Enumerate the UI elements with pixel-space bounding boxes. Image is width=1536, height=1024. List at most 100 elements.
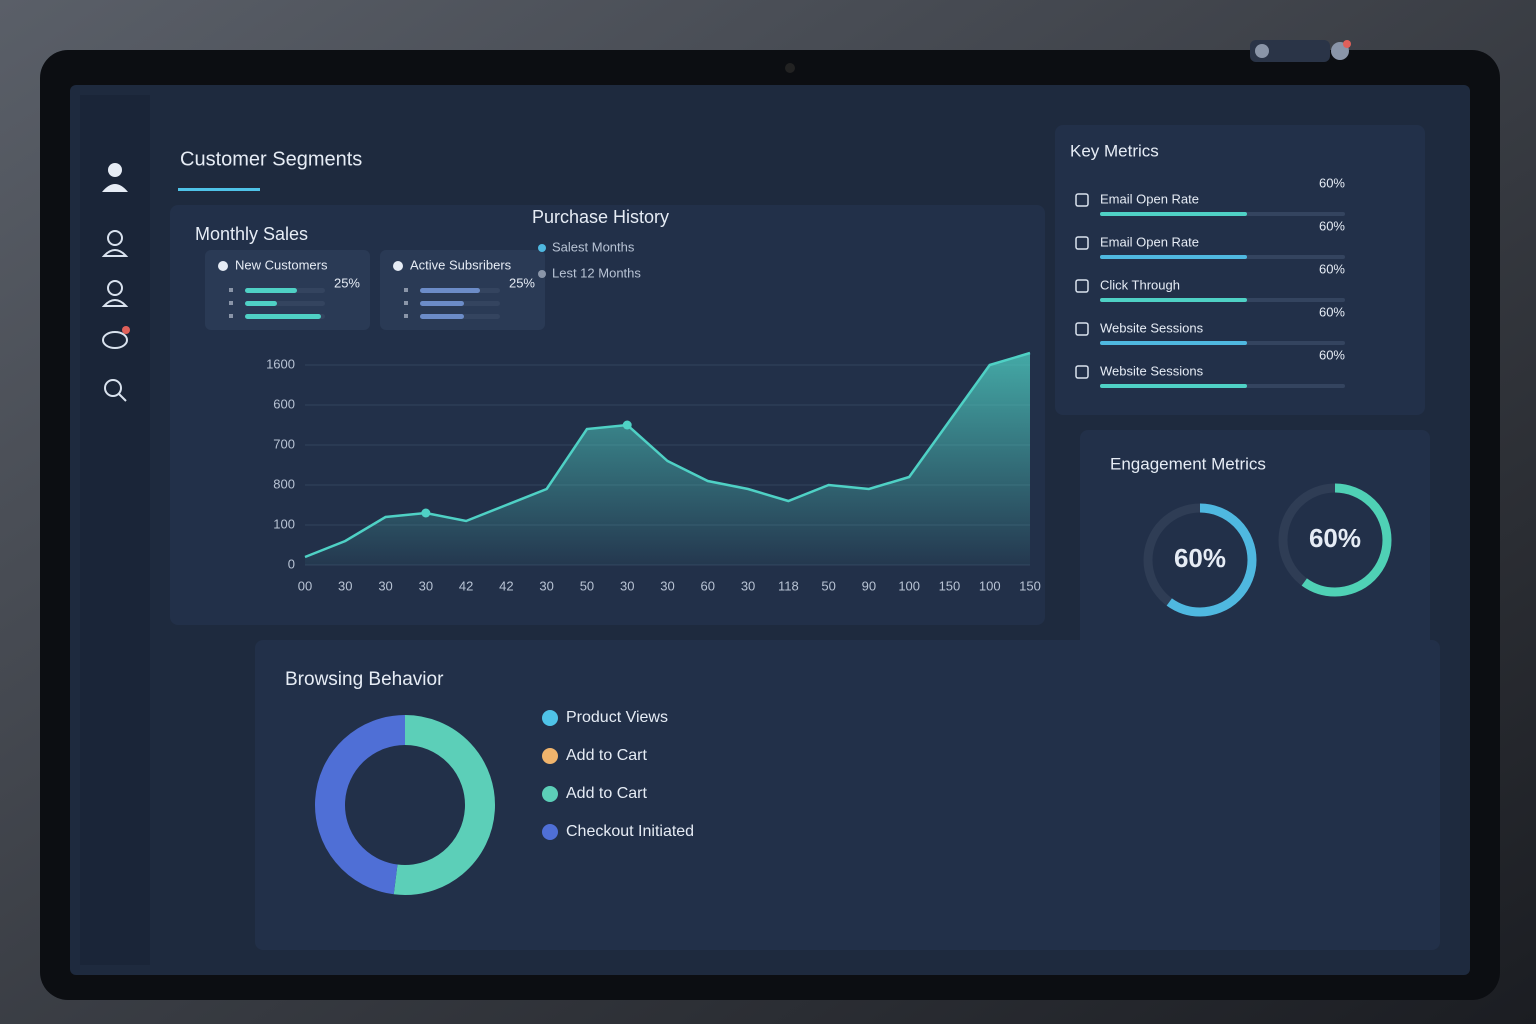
icon-account-body xyxy=(101,299,129,307)
highlight-point xyxy=(622,420,632,430)
panel-title: Engagement Metrics xyxy=(1110,454,1266,473)
metric-icon xyxy=(1075,279,1089,293)
metric-label: Email Open Rate xyxy=(1100,234,1199,249)
metric-icon xyxy=(1075,365,1089,379)
y-tick-label: 0 xyxy=(288,556,295,571)
legend-swatch xyxy=(542,710,558,726)
legend-label: Add to Cart xyxy=(566,785,647,802)
legend-label: Add to Cart xyxy=(566,747,647,764)
ring-label: 60% xyxy=(1174,543,1226,573)
metric-label: Website Sessions xyxy=(1100,363,1204,378)
bar-bullet xyxy=(229,314,233,318)
legend-swatch xyxy=(538,270,546,278)
bar-bullet xyxy=(404,301,408,305)
mini-card-label: New Customers xyxy=(235,257,328,272)
legend-swatch xyxy=(538,244,546,252)
progress-bar xyxy=(245,301,277,306)
panel-title: Key Metrics xyxy=(1070,141,1159,160)
area-fill xyxy=(305,353,1030,565)
metric-value: 60% xyxy=(1319,261,1345,276)
x-tick-label: 30 xyxy=(419,578,433,593)
y-tick-label: 700 xyxy=(273,436,295,451)
progress-bar xyxy=(420,301,464,306)
mini-card-value: 25% xyxy=(334,275,360,290)
metric-bar xyxy=(1100,341,1247,345)
highlight-point xyxy=(421,508,431,518)
donut-slice xyxy=(315,715,406,895)
y-tick-label: 1600 xyxy=(266,356,295,371)
user-chip[interactable] xyxy=(1250,40,1330,62)
mini-card-icon xyxy=(218,261,228,271)
x-tick-label: 30 xyxy=(338,578,352,593)
sidebar xyxy=(80,95,150,965)
x-tick-label: 100 xyxy=(979,578,1001,593)
legend-swatch xyxy=(542,786,558,802)
metric-bar xyxy=(1100,212,1247,216)
legend-swatch xyxy=(542,748,558,764)
chart-title: Purchase History xyxy=(532,207,669,227)
ring-label: 60% xyxy=(1309,523,1361,553)
icon-search-handle xyxy=(118,393,127,402)
y-tick-label: 800 xyxy=(273,476,295,491)
ring-arc xyxy=(1278,483,1392,597)
icon-users xyxy=(108,163,122,177)
mini-card-label: Active Subsribers xyxy=(410,257,512,272)
icon-account[interactable] xyxy=(107,280,123,296)
progress-bar xyxy=(420,314,464,319)
legend-label: Salest Months xyxy=(552,239,635,254)
sidebar-icons xyxy=(101,163,130,402)
x-tick-label: 42 xyxy=(459,578,473,593)
panel-title: Browsing Behavior xyxy=(285,669,444,690)
legend-label: Checkout Initiated xyxy=(566,823,694,840)
metric-icon xyxy=(1075,236,1089,250)
x-tick-label: 90 xyxy=(862,578,876,593)
x-tick-label: 60 xyxy=(701,578,715,593)
metric-value: 60% xyxy=(1319,347,1345,362)
bar-bullet xyxy=(229,288,233,292)
metric-label: Click Through xyxy=(1100,277,1180,292)
legend-swatch xyxy=(542,824,558,840)
metric-icon xyxy=(1075,322,1089,336)
metric-icon xyxy=(1075,193,1089,207)
icon-view[interactable] xyxy=(102,331,128,349)
metric-value: 60% xyxy=(1319,175,1345,190)
metric-bar xyxy=(1100,384,1247,388)
ring-arc xyxy=(1143,503,1257,617)
bar-bullet xyxy=(229,301,233,305)
bar-bullet xyxy=(404,288,408,292)
y-tick-label: 100 xyxy=(273,516,295,531)
y-tick-label: 600 xyxy=(273,396,295,411)
metric-bar xyxy=(1100,298,1247,302)
x-tick-label: 150 xyxy=(939,578,961,593)
icon-profile-body xyxy=(101,249,129,257)
bar-bullet xyxy=(404,314,408,318)
icon-search[interactable] xyxy=(104,379,122,397)
x-tick-label: 100 xyxy=(898,578,920,593)
title-underline xyxy=(178,188,260,191)
metric-bar xyxy=(1100,255,1247,259)
metric-value: 60% xyxy=(1319,304,1345,319)
metric-label: Email Open Rate xyxy=(1100,191,1199,206)
x-tick-label: 50 xyxy=(821,578,835,593)
metric-value: 60% xyxy=(1319,218,1345,233)
x-tick-label: 30 xyxy=(620,578,634,593)
avatar xyxy=(1255,44,1269,58)
mini-card-value: 25% xyxy=(509,275,535,290)
x-tick-label: 42 xyxy=(499,578,513,593)
x-tick-label: 50 xyxy=(580,578,594,593)
icon-badge xyxy=(122,326,130,334)
metric-label: Website Sessions xyxy=(1100,320,1204,335)
x-tick-label: 150 xyxy=(1019,578,1041,593)
progress-bar xyxy=(245,288,297,293)
progress-bar xyxy=(420,288,480,293)
page-title: Customer Segments xyxy=(180,148,362,170)
icon-users-body xyxy=(102,184,128,192)
x-tick-label: 30 xyxy=(378,578,392,593)
icon-profile[interactable] xyxy=(107,230,123,246)
camera xyxy=(785,63,795,73)
x-tick-label: 118 xyxy=(778,578,799,593)
notification-badge xyxy=(1343,40,1351,48)
mini-card-icon xyxy=(393,261,403,271)
